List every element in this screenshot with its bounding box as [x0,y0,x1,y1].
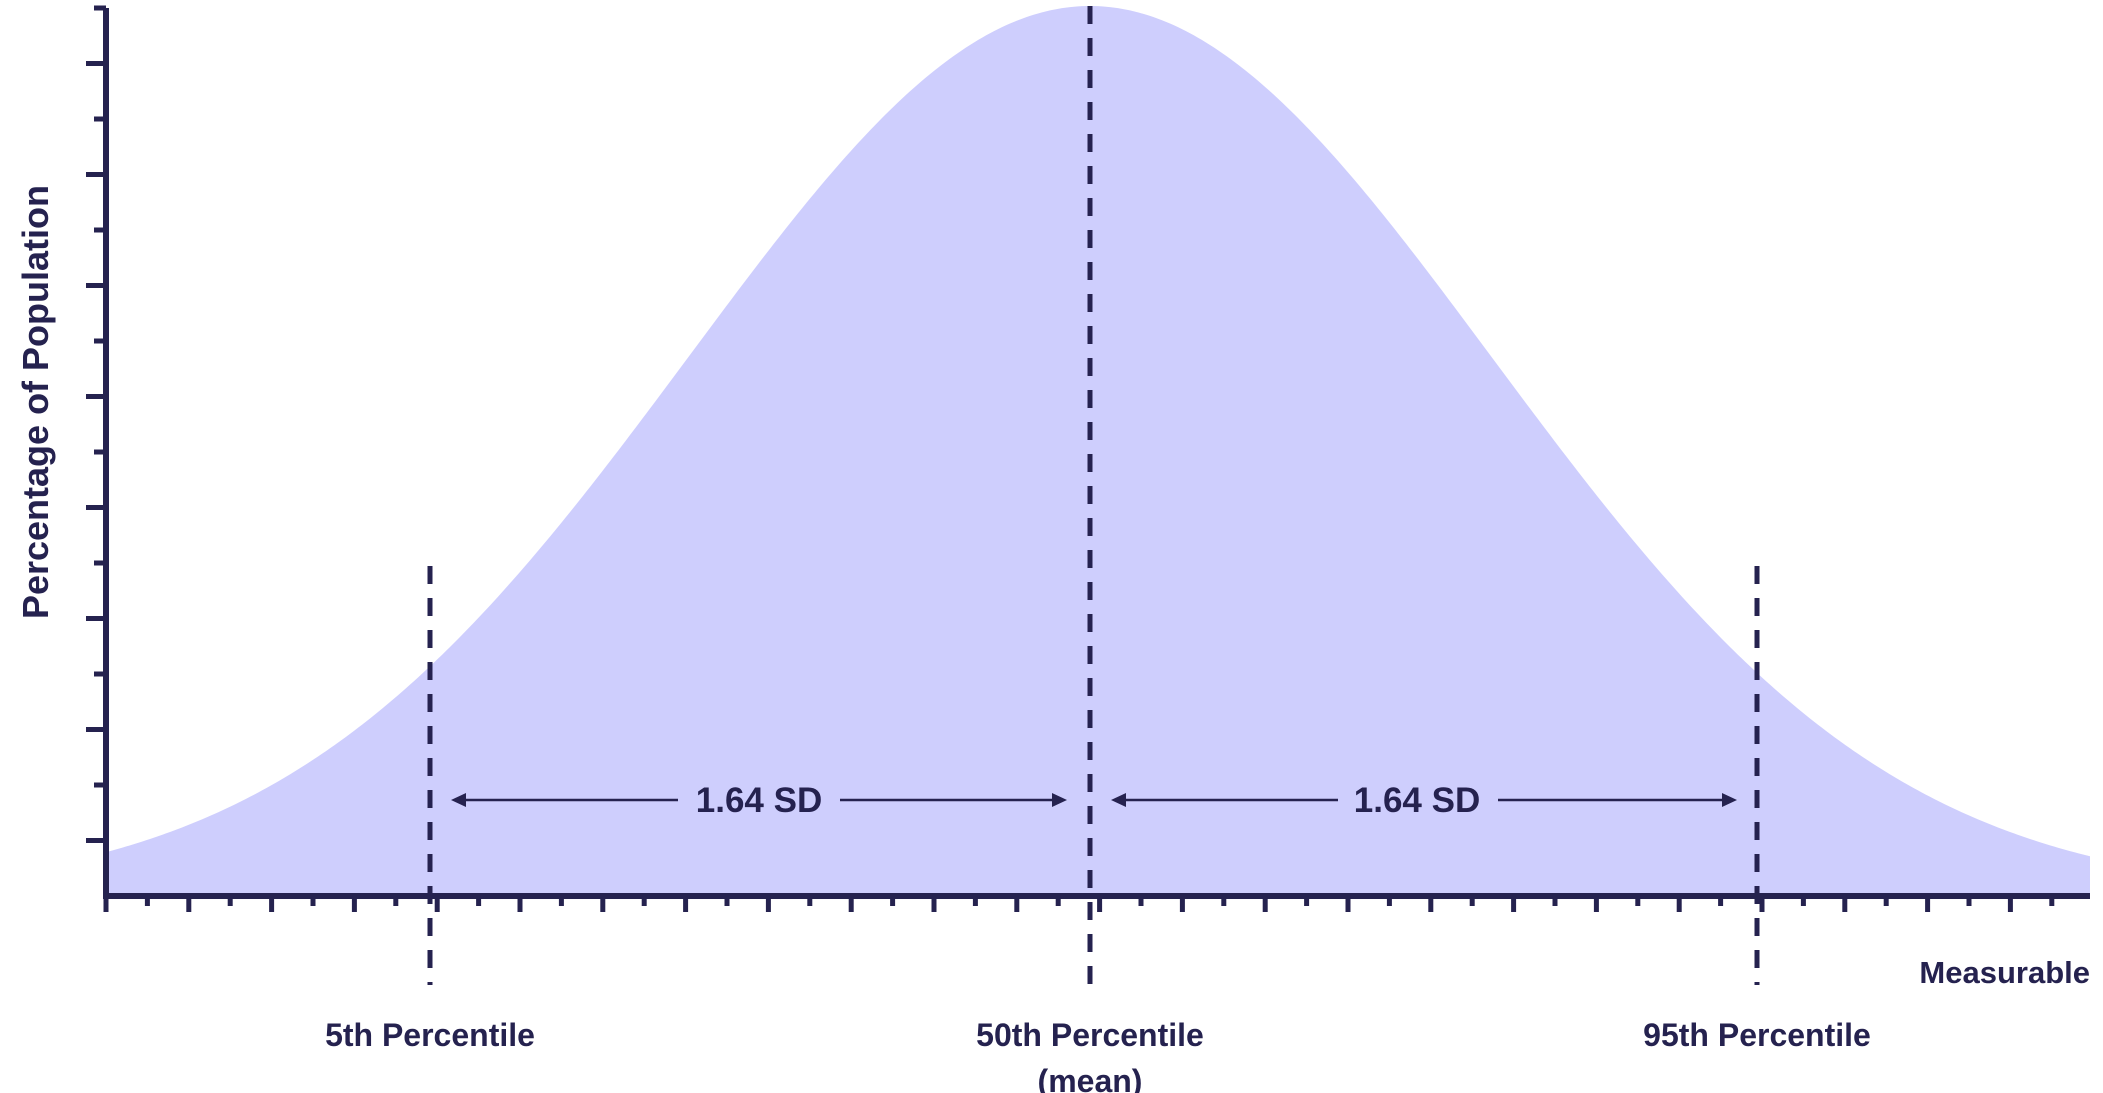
p95-label: 95th Percentile [1643,1017,1871,1053]
y-axis-label: Percentage of Population [15,185,56,619]
left-sd-label: 1.64 SD [696,781,822,820]
bell-curve-area [106,6,2090,896]
right-sd-arrowhead-right [1722,793,1737,807]
p50-sublabel: (mean) [1038,1063,1143,1093]
right-sd-label: 1.64 SD [1354,781,1480,820]
right-sd-arrow: 1.64 SD [1111,781,1737,820]
left-sd-arrowhead-right [1052,793,1067,807]
left-sd-arrow: 1.64 SD [451,781,1067,820]
x-axis-label: Measurable [1919,955,2090,990]
p5-label: 5th Percentile [325,1017,535,1053]
left-sd-arrowhead-left [451,793,466,807]
right-sd-arrowhead-left [1111,793,1126,807]
p50-label: 50th Percentile [976,1017,1204,1053]
